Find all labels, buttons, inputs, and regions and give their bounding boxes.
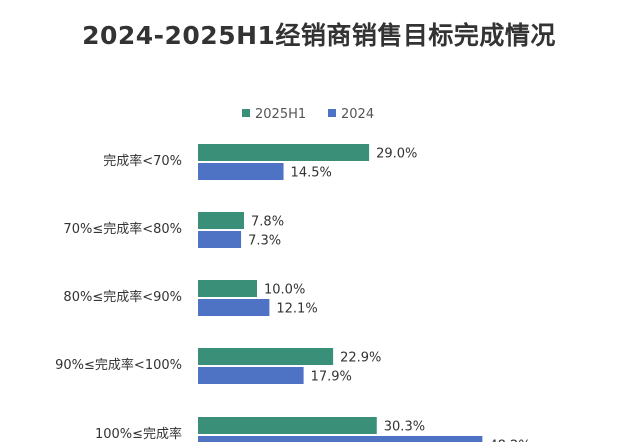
bar-2025H1 [198, 212, 245, 229]
legend-label-2025H1: 2025H1 [255, 107, 306, 122]
value-label-2024: 7.3% [248, 234, 281, 249]
value-label-2024: 14.5% [291, 166, 332, 181]
category-label: 80%≤完成率<90% [63, 289, 182, 305]
bar-2025H1 [198, 144, 370, 161]
bar-2025H1 [198, 348, 334, 365]
value-label-2024: 12.1% [276, 302, 317, 317]
category-label: 100%≤完成率 [95, 426, 182, 442]
category-label: 90%≤完成率<100% [55, 357, 182, 373]
value-label-2025H1: 10.0% [264, 283, 305, 298]
value-label-2025H1: 7.8% [251, 215, 284, 230]
legend-label-2024: 2024 [341, 107, 374, 122]
value-label-2025H1: 30.3% [384, 420, 425, 435]
bar-2025H1 [198, 280, 257, 297]
legend-swatch-2025H1 [242, 109, 250, 117]
bar-2024 [198, 367, 304, 384]
bar-2024 [198, 231, 242, 248]
legend-swatch-2024 [328, 109, 336, 117]
chart-title: 2024-2025H1经销商销售目标完成情况 [82, 21, 556, 50]
legend: 2025H1 2024 [242, 107, 374, 122]
value-label-2025H1: 29.0% [376, 147, 417, 162]
bar-2024 [198, 163, 284, 180]
category-label: 70%≤完成率<80% [63, 221, 182, 237]
value-label-2024: 17.9% [311, 370, 352, 385]
bar-2024 [198, 436, 483, 442]
bars-group: 完成率<70% 29.0% 14.5% 70%≤完成率<80% 7.8% 7.3% 80%≤… [55, 144, 531, 442]
bar-2025H1 [198, 417, 377, 434]
category-label: 完成率<70% [103, 153, 182, 169]
value-label-2024: 48.2% [489, 439, 530, 442]
value-label-2025H1: 22.9% [340, 351, 381, 366]
bar-2024 [198, 299, 270, 316]
